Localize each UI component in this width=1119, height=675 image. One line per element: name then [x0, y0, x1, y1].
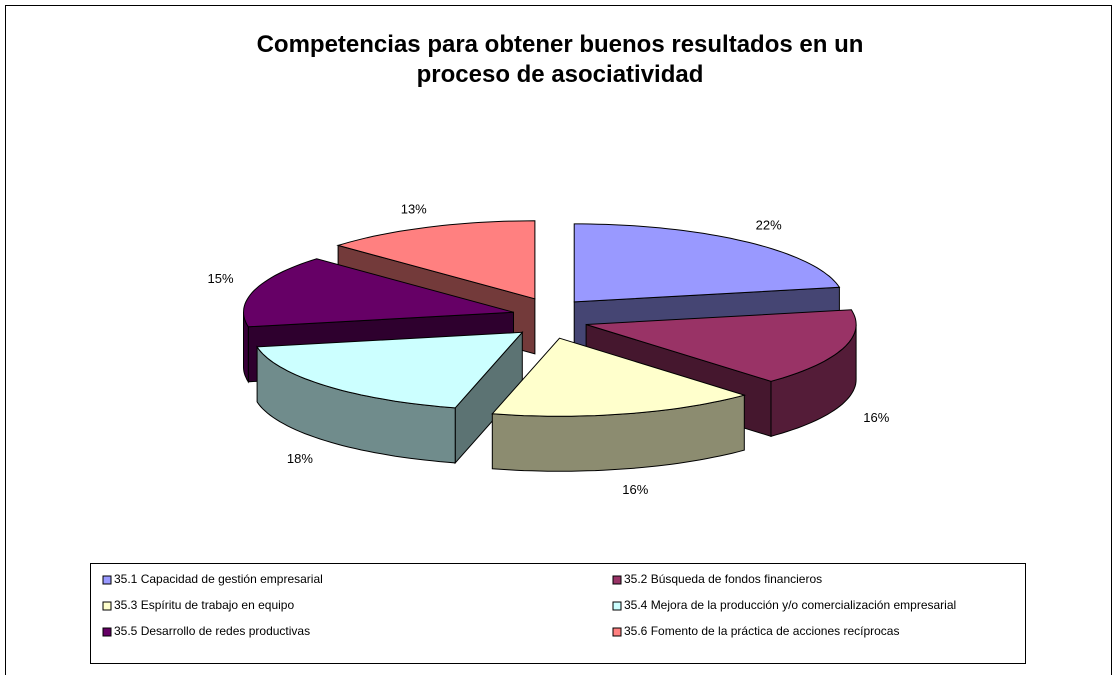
legend-label: 35.4 Mejora de la producción y/o comerci…	[624, 598, 956, 612]
slice	[491, 337, 747, 417]
legend-label: 35.1 Capacidad de gestión empresarial	[114, 572, 323, 586]
legend-swatch	[102, 575, 112, 585]
legend-label: 35.5 Desarrollo de redes productivas	[114, 624, 310, 638]
legend-label: 35.2 Búsqueda de fondos financieros	[624, 572, 822, 586]
slice	[573, 223, 841, 303]
legend-label: 35.3 Espíritu de trabajo en equipo	[114, 598, 294, 612]
slice	[242, 258, 514, 328]
legend-swatch	[612, 627, 622, 637]
chart-title: Competencias para obtener buenos resulta…	[256, 31, 864, 88]
slice	[585, 309, 857, 382]
legend-swatch	[102, 601, 112, 611]
chart-frame	[5, 5, 1112, 675]
legend-box	[90, 563, 1026, 664]
slice	[256, 331, 524, 409]
legend-label: 35.6 Fomento de la práctica de acciones …	[624, 624, 899, 638]
data-label: 16%	[622, 482, 648, 497]
legend-swatch	[612, 601, 622, 611]
data-label: 15%	[208, 271, 234, 286]
data-label: 16%	[863, 410, 889, 425]
slice	[336, 220, 536, 300]
data-label: 13%	[401, 201, 427, 216]
legend-swatch	[612, 575, 622, 585]
data-label: 22%	[756, 217, 782, 232]
legend-swatch	[102, 627, 112, 637]
data-label: 18%	[287, 451, 313, 466]
